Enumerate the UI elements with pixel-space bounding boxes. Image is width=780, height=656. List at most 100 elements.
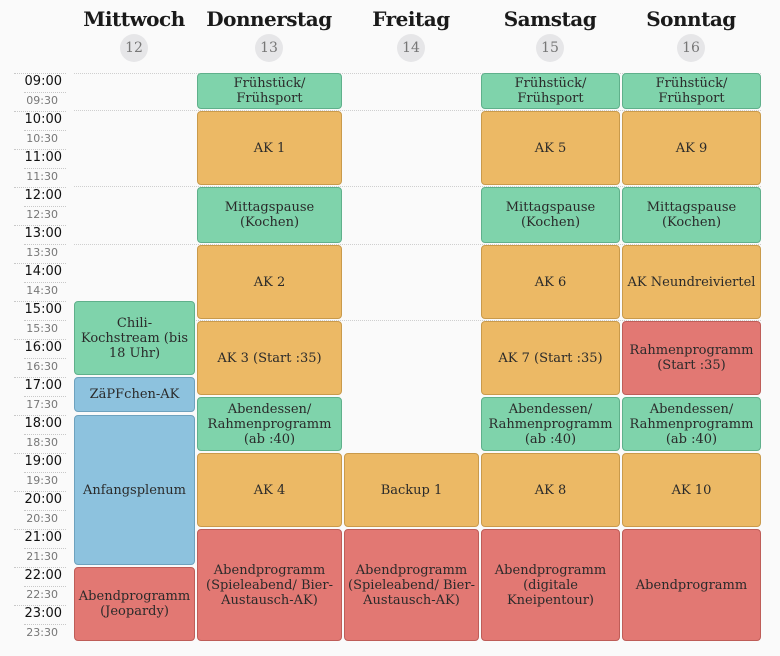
event-label: AK 5 [534, 140, 567, 156]
hour-line [14, 111, 66, 112]
event-chili-kochstream[interactable]: Chili-Kochstream (bis 18 Uhr) [74, 301, 195, 375]
hour-line [14, 339, 66, 340]
event-fruehstueck[interactable]: Frühstück/ Frühsport [622, 73, 761, 109]
half-hour-label: 21:30 [26, 550, 58, 563]
hour-line [14, 605, 66, 606]
hour-line [14, 263, 66, 264]
grid-line [74, 244, 761, 245]
event-label: AK 4 [253, 482, 286, 498]
event-label: Anfangsplenum [83, 482, 186, 498]
half-hour-line [24, 434, 66, 435]
event-fruehstueck[interactable]: Frühstück/ Frühsport [197, 73, 342, 109]
event-label: Mittagspause (Kochen) [505, 200, 596, 230]
hour-label: 12:00 [24, 188, 62, 203]
half-hour-label: 12:30 [26, 208, 58, 221]
event-rahmenprogramm[interactable]: Rahmenprogramm (Start :35) [622, 321, 761, 395]
day-header-sat: Samstag 15 [481, 6, 619, 64]
hour-label: 16:00 [24, 340, 62, 355]
event-backup-1[interactable]: Backup 1 [344, 453, 479, 527]
half-hour-label: 22:30 [26, 588, 58, 601]
hour-label: 21:00 [24, 530, 62, 545]
event-abendessen[interactable]: Abendessen/ Rahmenprogramm (ab :40) [197, 397, 342, 451]
half-hour-label: 20:30 [26, 512, 58, 525]
event-label: ZäPFchen-AK [89, 387, 180, 402]
hour-label: 18:00 [24, 416, 62, 431]
half-hour-line [24, 130, 66, 131]
event-label: Frühstück/ Frühsport [655, 76, 728, 106]
half-hour-line [24, 168, 66, 169]
event-ak-2[interactable]: AK 2 [197, 245, 342, 319]
half-hour-line [24, 244, 66, 245]
event-ak-6[interactable]: AK 6 [481, 245, 620, 319]
day-number: 16 [677, 34, 705, 62]
hour-line [14, 225, 66, 226]
day-name: Freitag [372, 7, 450, 31]
half-hour-label: 10:30 [26, 132, 58, 145]
half-hour-label: 15:30 [26, 322, 58, 335]
day-header-sun: Sonntag 16 [622, 6, 760, 64]
half-hour-line [24, 472, 66, 473]
event-fruehstueck[interactable]: Frühstück/ Frühsport [481, 73, 620, 109]
event-ak-8[interactable]: AK 8 [481, 453, 620, 527]
hour-label: 10:00 [24, 112, 62, 127]
event-abendprogramm-jeopardy[interactable]: Abendprogramm (Jeopardy) [74, 567, 195, 641]
event-ak-1[interactable]: AK 1 [197, 111, 342, 185]
event-abendessen[interactable]: Abendessen/ Rahmenprogramm (ab :40) [622, 397, 761, 451]
event-anfangsplenum[interactable]: Anfangsplenum [74, 415, 195, 565]
event-label: Backup 1 [380, 482, 443, 498]
half-hour-line [24, 396, 66, 397]
event-abendprogramm[interactable]: Abendprogramm (Spieleabend/ Bier-Austaus… [197, 529, 342, 641]
event-ak-10[interactable]: AK 10 [622, 453, 761, 527]
event-label: Abendessen/ Rahmenprogramm (ab :40) [207, 401, 332, 447]
hour-label: 15:00 [24, 302, 62, 317]
event-label: Frühstück/ Frühsport [514, 76, 587, 106]
event-mittagspause[interactable]: Mittagspause (Kochen) [622, 187, 761, 243]
event-abendessen[interactable]: Abendessen/ Rahmenprogramm (ab :40) [481, 397, 620, 451]
event-label: Abendprogramm (Jeopardy) [78, 589, 191, 619]
hour-label: 14:00 [24, 264, 62, 279]
grid-line [74, 186, 761, 187]
event-label: Abendprogramm (Spieleabend/ Bier-Austaus… [348, 562, 475, 608]
half-hour-label: 18:30 [26, 436, 58, 449]
event-label: AK Neundreiviertel [627, 274, 756, 290]
hour-line [14, 377, 66, 378]
event-label: Abendessen/ Rahmenprogramm (ab :40) [629, 401, 754, 447]
hour-line [14, 491, 66, 492]
half-hour-line [24, 206, 66, 207]
event-label: Mittagspause (Kochen) [646, 200, 737, 230]
event-abendprogramm[interactable]: Abendprogramm (Spieleabend/ Bier-Austaus… [344, 529, 479, 641]
event-abendprogramm[interactable]: Abendprogramm (digitale Kneipentour) [481, 529, 620, 641]
event-label: Abendprogramm (Spieleabend/ Bier-Austaus… [206, 562, 333, 608]
event-ak-7[interactable]: AK 7 (Start :35) [481, 321, 620, 395]
event-label: Abendessen/ Rahmenprogramm (ab :40) [488, 401, 613, 447]
day-number: 13 [255, 34, 283, 62]
half-hour-label: 09:30 [26, 94, 58, 107]
event-mittagspause[interactable]: Mittagspause (Kochen) [481, 187, 620, 243]
event-label: AK 3 (Start :35) [217, 350, 322, 366]
event-ak-neundreiviertel[interactable]: AK Neundreiviertel [622, 245, 761, 319]
hour-label: 20:00 [24, 492, 62, 507]
event-label: AK 9 [675, 140, 708, 156]
hour-label: 11:00 [24, 150, 62, 165]
event-abendprogramm[interactable]: Abendprogramm [622, 529, 761, 641]
half-hour-label: 13:30 [26, 246, 58, 259]
event-mittagspause[interactable]: Mittagspause (Kochen) [197, 187, 342, 243]
grid-line [74, 73, 761, 74]
half-hour-label: 16:30 [26, 360, 58, 373]
day-number: 15 [536, 34, 564, 62]
day-number: 14 [397, 34, 425, 62]
half-hour-label: 17:30 [26, 398, 58, 411]
event-ak-3[interactable]: AK 3 (Start :35) [197, 321, 342, 395]
hour-label: 19:00 [24, 454, 62, 469]
event-ak-9[interactable]: AK 9 [622, 111, 761, 185]
hour-label: 13:00 [24, 226, 62, 241]
half-hour-line [24, 92, 66, 93]
hour-line [14, 453, 66, 454]
hour-line [14, 187, 66, 188]
event-ak-4[interactable]: AK 4 [197, 453, 342, 527]
event-label: AK 10 [671, 482, 712, 498]
event-zaepfchen-ak[interactable]: ZäPFchen-AK [74, 377, 195, 412]
hour-line [14, 415, 66, 416]
day-header-fri: Freitag 14 [344, 6, 478, 64]
event-ak-5[interactable]: AK 5 [481, 111, 620, 185]
